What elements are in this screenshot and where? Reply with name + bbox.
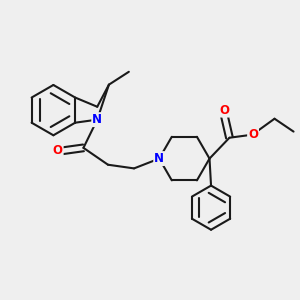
Text: N: N [154, 152, 164, 165]
Text: O: O [53, 144, 63, 158]
Text: N: N [92, 113, 102, 126]
Text: O: O [219, 103, 229, 117]
Text: O: O [248, 128, 258, 141]
